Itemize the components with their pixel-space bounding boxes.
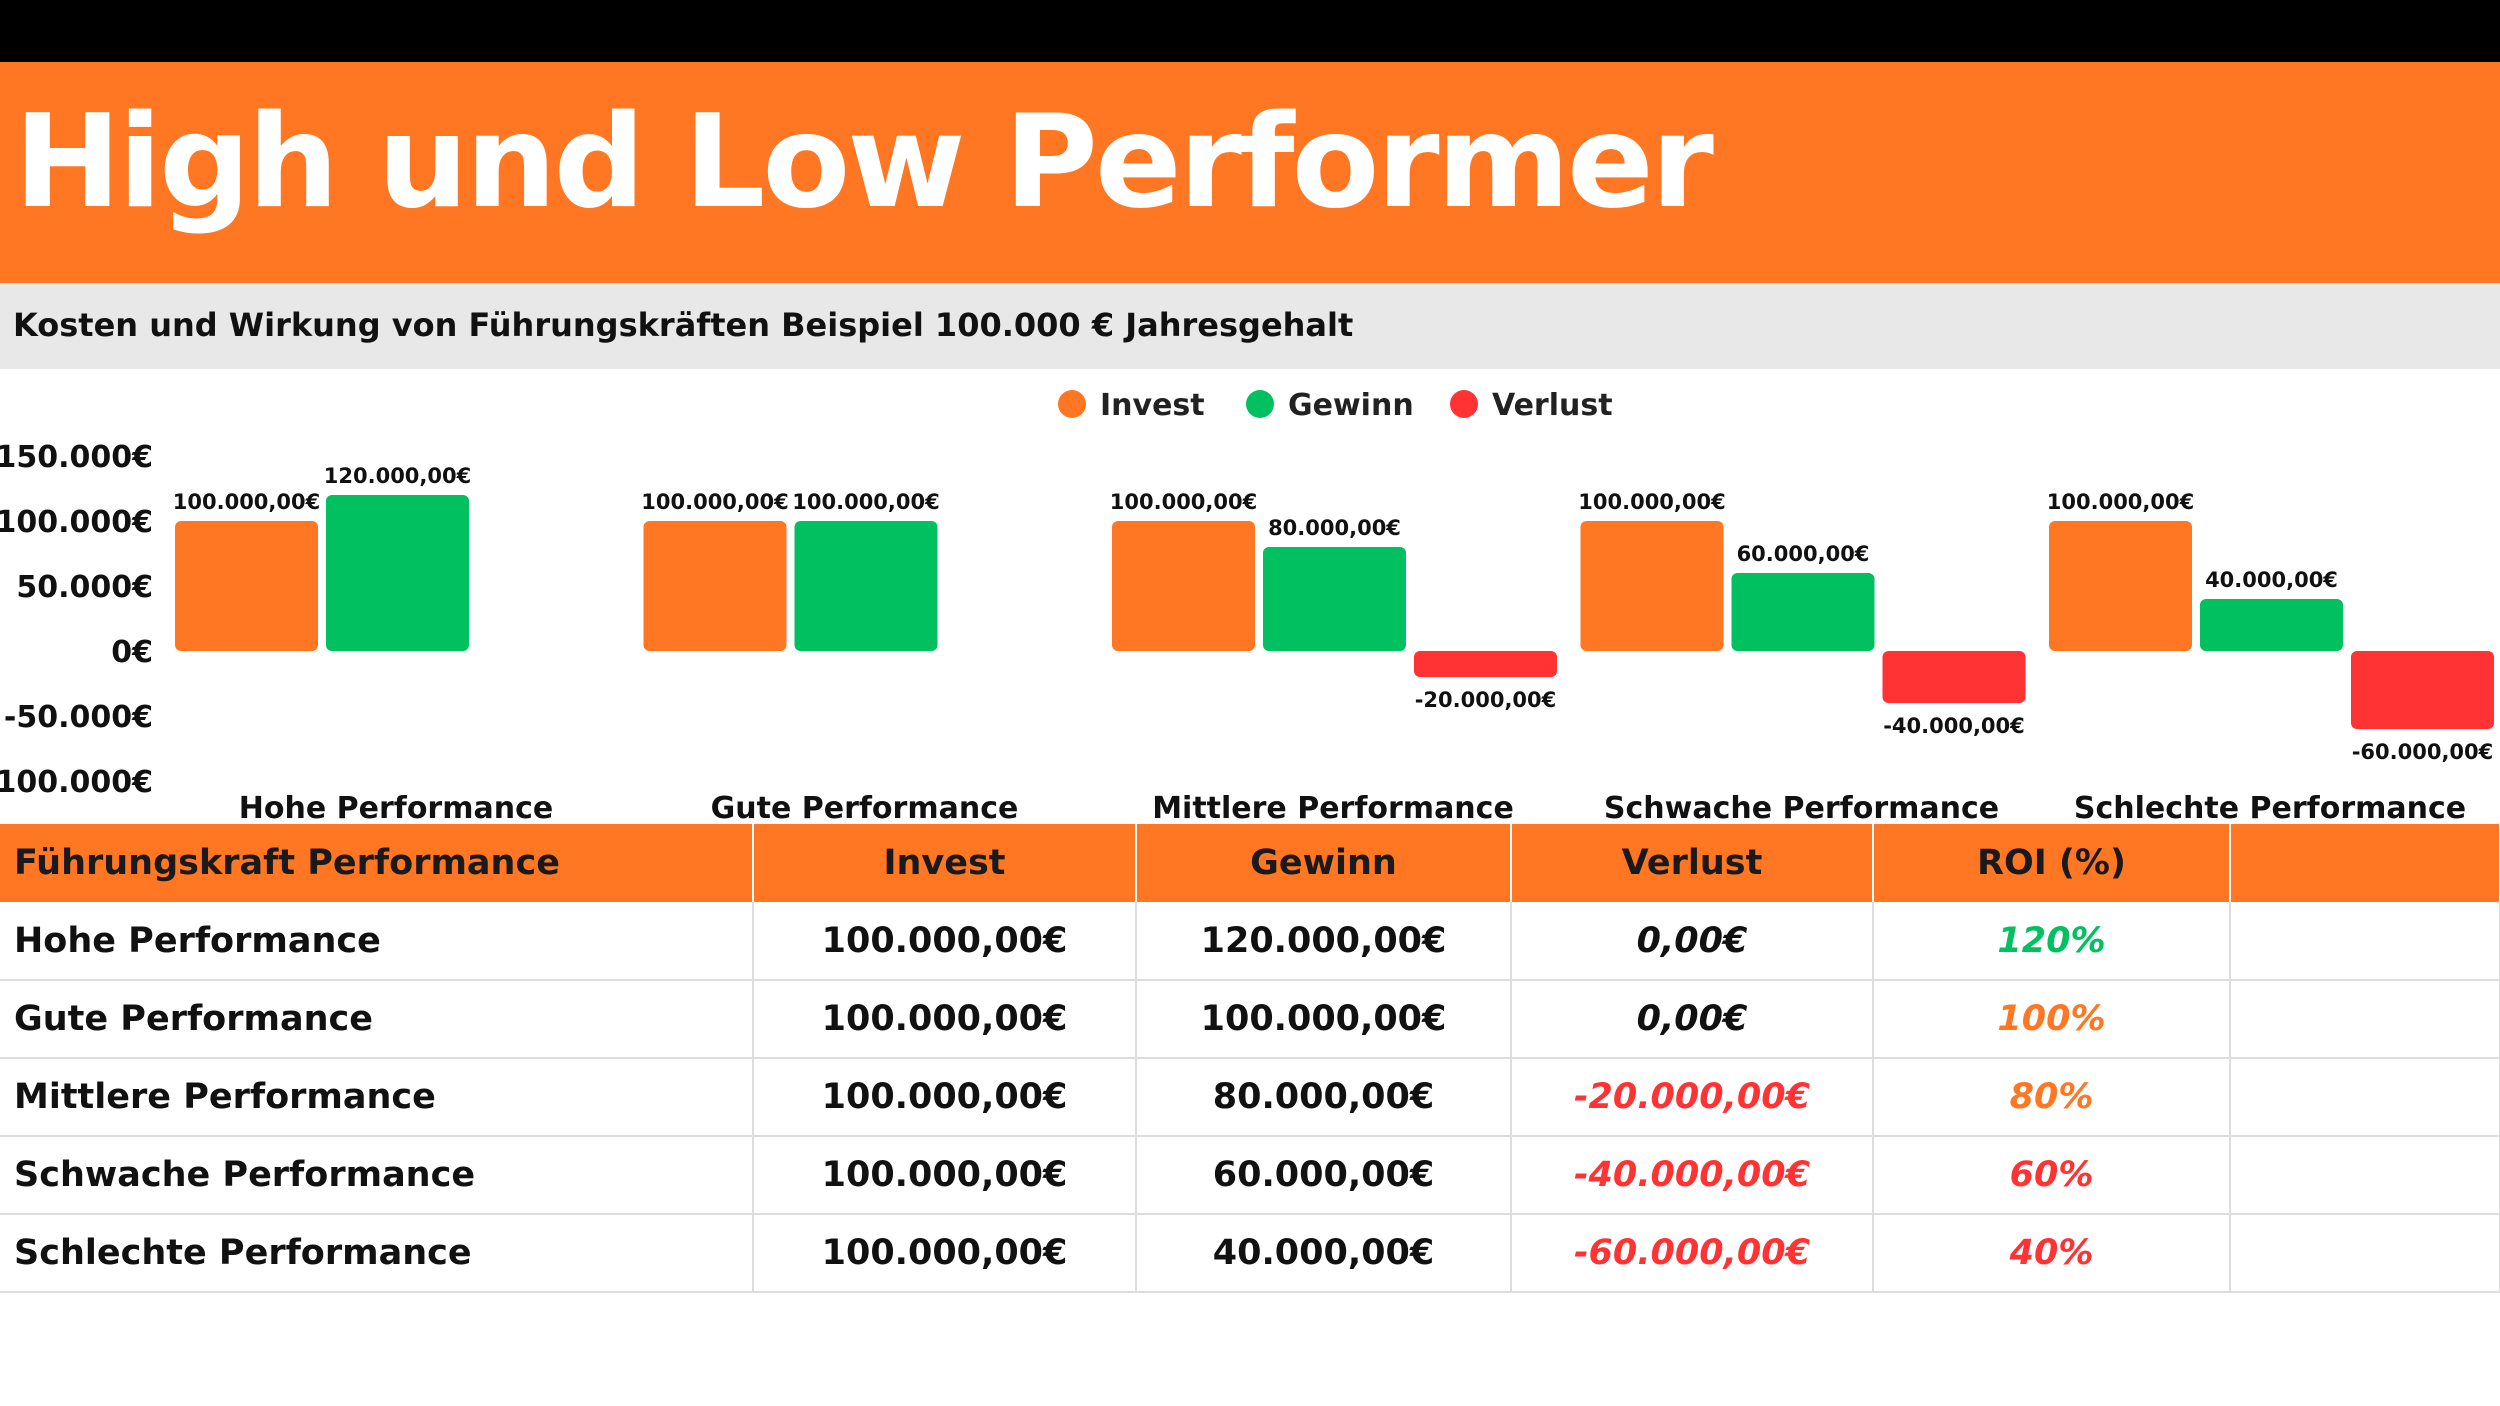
legend-label: Gewinn	[1288, 388, 1414, 423]
y-tick-label: 150.000€	[0, 440, 153, 475]
bar-invest	[1112, 521, 1255, 651]
y-tick-label: -100.000€	[0, 765, 153, 800]
cell-gewinn: 40.000,00€	[1136, 1214, 1512, 1293]
top-black-bar	[0, 0, 2500, 62]
bar-gewinn	[2200, 599, 2343, 651]
cell-invest: 100.000,00€	[753, 902, 1137, 981]
table-row: Hohe Performance 100.000,00€ 120.000,00€…	[0, 902, 2500, 981]
bar-data-label: -40.000,00€	[1883, 714, 2025, 738]
column-header-invest: Invest	[753, 824, 1137, 902]
y-tick-label: 100.000€	[0, 505, 153, 540]
bar-data-label: 120.000,00€	[324, 464, 471, 488]
page-title: High und Low Performer	[14, 88, 1714, 237]
table-row: Mittlere Performance 100.000,00€ 80.000,…	[0, 1058, 2500, 1137]
cell-verlust: -40.000,00€	[1511, 1136, 1874, 1215]
cell-verlust: -60.000,00€	[1511, 1214, 1874, 1293]
x-category-label: Schlechte Performance	[2074, 791, 2466, 824]
legend-item-verlust: Verlust	[1450, 388, 1613, 423]
bar-data-label: -60.000,00€	[2352, 740, 2494, 764]
cell-gewinn: 100.000,00€	[1136, 980, 1512, 1059]
cell-gewinn: 60.000,00€	[1136, 1136, 1512, 1215]
cell-verlust: -20.000,00€	[1511, 1058, 1874, 1137]
table-row: Schlechte Performance 100.000,00€ 40.000…	[0, 1214, 2500, 1293]
cell-performance: Schlechte Performance	[0, 1214, 754, 1293]
bar-data-label: 80.000,00€	[1268, 516, 1401, 540]
cell-empty	[2230, 902, 2500, 981]
y-axis: 150.000€ 100.000€ 50.000€ 0€ -50.000€ -100.00…	[0, 440, 153, 800]
cell-gewinn: 120.000,00€	[1136, 902, 1512, 981]
cell-empty	[2230, 980, 2500, 1059]
performance-bar-chart: Invest Gewinn Verlust 150.000€ 100.000€ 50.0…	[0, 388, 2494, 824]
cell-roi: 100%	[1873, 980, 2231, 1059]
x-axis: Hohe Performance Gute Performance Mittlere…	[239, 791, 2466, 824]
x-category-label: Schwache Performance	[1604, 791, 1999, 824]
cell-performance: Hohe Performance	[0, 902, 754, 981]
cell-performance: Schwache Performance	[0, 1136, 754, 1215]
cell-verlust: 0,00€	[1511, 980, 1874, 1059]
bar-verlust	[2351, 651, 2494, 729]
cell-empty	[2230, 1058, 2500, 1137]
cell-invest: 100.000,00€	[753, 1058, 1137, 1137]
legend-label: Verlust	[1492, 388, 1613, 423]
bar-invest	[1580, 521, 1724, 651]
bar-verlust	[1882, 651, 2026, 703]
bar-data-label: 60.000,00€	[1737, 542, 1870, 566]
cell-performance: Gute Performance	[0, 980, 754, 1059]
bar-data-label: 100.000,00€	[792, 490, 939, 514]
x-category-label: Gute Performance	[711, 791, 1019, 824]
cell-gewinn: 80.000,00€	[1136, 1058, 1512, 1137]
y-tick-label: 50.000€	[16, 570, 153, 605]
cell-empty	[2230, 1136, 2500, 1215]
table-row: Schwache Performance 100.000,00€ 60.000,…	[0, 1136, 2500, 1215]
column-header-empty	[2230, 824, 2500, 902]
column-header-verlust: Verlust	[1511, 824, 1874, 902]
bar-data-label: -20.000,00€	[1415, 688, 1557, 712]
column-header-gewinn: Gewinn	[1136, 824, 1512, 902]
bar-data-label: 100.000,00€	[1110, 490, 1257, 514]
cell-invest: 100.000,00€	[753, 980, 1137, 1059]
bar-invest	[643, 521, 787, 651]
title-banner: High und Low Performer	[0, 62, 2500, 283]
bar-data-label: 100.000,00€	[2047, 490, 2194, 514]
bar-data-label: 100.000,00€	[641, 490, 788, 514]
column-header-roi: ROI (%)	[1873, 824, 2231, 902]
bar-gewinn	[326, 495, 469, 651]
bar-gewinn	[794, 521, 938, 651]
cell-roi: 120%	[1873, 902, 2231, 981]
cell-invest: 100.000,00€	[753, 1136, 1137, 1215]
bar-gewinn	[1263, 547, 1406, 651]
y-tick-label: -50.000€	[4, 700, 153, 735]
bar-verlust	[1414, 651, 1557, 677]
bar-gewinn	[1731, 573, 1875, 651]
cell-roi: 40%	[1873, 1214, 2231, 1293]
subtitle-bar: Kosten und Wirkung von Führungskräften B…	[0, 283, 2500, 369]
cell-verlust: 0,00€	[1511, 902, 1874, 981]
legend-item-invest: Invest	[1058, 388, 1205, 423]
legend-marker	[1246, 390, 1274, 418]
bar-data-label: 100.000,00€	[173, 490, 320, 514]
y-tick-label: 0€	[111, 635, 153, 670]
table-row: Gute Performance 100.000,00€ 100.000,00€…	[0, 980, 2500, 1059]
cell-roi: 60%	[1873, 1136, 2231, 1215]
cell-invest: 100.000,00€	[753, 1214, 1137, 1293]
bar-series: 100.000,00€120.000,00€100.000,00€ 100.000…	[173, 464, 2494, 764]
column-header-performance: Führungskraft Performance	[0, 824, 754, 902]
chart-legend: Invest Gewinn Verlust	[1058, 388, 1613, 423]
cell-roi: 80%	[1873, 1058, 2231, 1137]
cell-performance: Mittlere Performance	[0, 1058, 754, 1137]
cell-empty	[2230, 1214, 2500, 1293]
bar-invest	[175, 521, 318, 651]
legend-item-gewinn: Gewinn	[1246, 388, 1414, 423]
table-header-row: Führungskraft Performance Invest Gewinn …	[0, 824, 2500, 902]
bar-data-label: 40.000,00€	[2205, 568, 2338, 592]
legend-label: Invest	[1100, 388, 1205, 423]
legend-marker	[1058, 390, 1086, 418]
legend-marker	[1450, 390, 1478, 418]
x-category-label: Hohe Performance	[239, 791, 553, 824]
page-subtitle: Kosten und Wirkung von Führungskräften B…	[13, 306, 1354, 344]
bar-invest	[2049, 521, 2192, 651]
bar-data-label: 100.000,00€	[1578, 490, 1725, 514]
x-category-label: Mittlere Performance	[1152, 791, 1514, 824]
performance-table: Führungskraft Performance Invest Gewinn …	[0, 824, 2500, 1293]
